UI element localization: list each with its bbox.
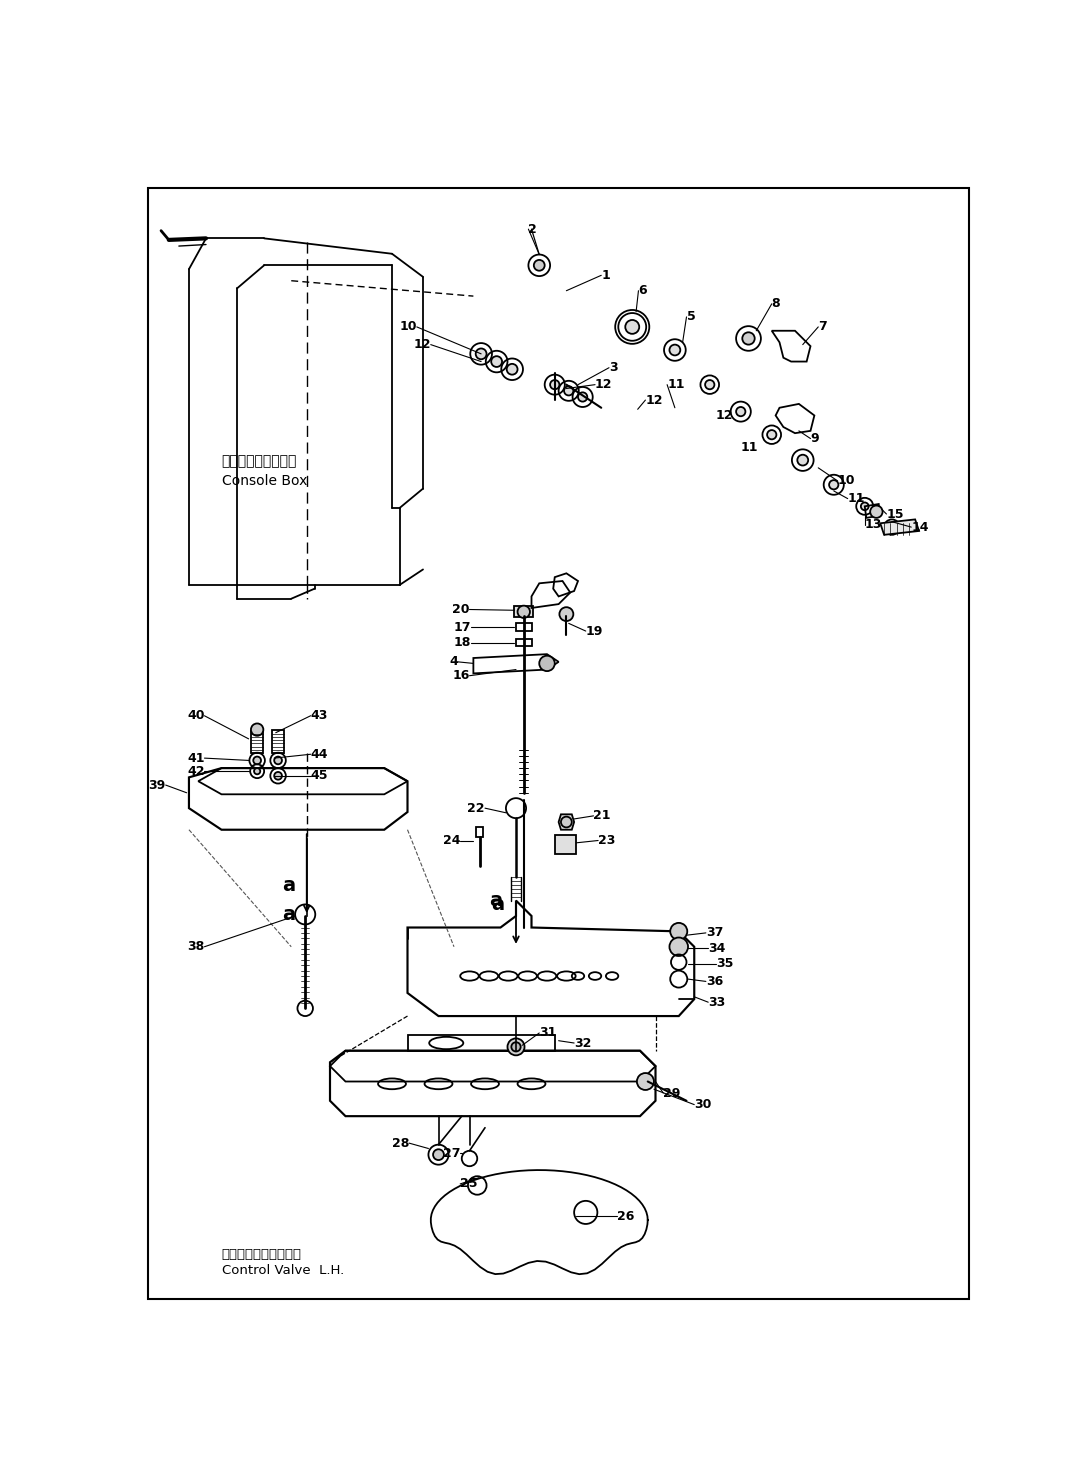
Text: 10: 10	[837, 474, 856, 488]
Text: 14: 14	[911, 520, 929, 533]
Text: 12: 12	[645, 393, 663, 407]
Text: 11: 11	[741, 442, 759, 454]
Text: 20: 20	[452, 602, 470, 616]
Circle shape	[564, 386, 573, 395]
Circle shape	[275, 772, 282, 779]
Circle shape	[670, 924, 688, 940]
Text: 6: 6	[639, 284, 647, 298]
Text: 32: 32	[574, 1037, 592, 1049]
Circle shape	[669, 937, 688, 956]
Circle shape	[540, 655, 555, 672]
Circle shape	[275, 757, 282, 764]
Circle shape	[508, 1038, 524, 1055]
Text: コントロールバルブオ: コントロールバルブオ	[221, 1248, 302, 1261]
Circle shape	[511, 1043, 521, 1052]
Circle shape	[861, 502, 869, 510]
Text: 25: 25	[460, 1177, 477, 1190]
Circle shape	[870, 505, 883, 518]
Text: 26: 26	[617, 1209, 634, 1223]
Text: Console Box: Console Box	[221, 474, 307, 488]
Circle shape	[475, 349, 486, 359]
Text: 2: 2	[529, 222, 537, 236]
Circle shape	[669, 345, 680, 355]
Text: 31: 31	[540, 1027, 557, 1040]
Text: 9: 9	[811, 432, 819, 445]
Text: a: a	[492, 896, 505, 913]
Circle shape	[534, 259, 545, 271]
Text: 29: 29	[663, 1087, 680, 1099]
Text: a: a	[489, 891, 502, 910]
Circle shape	[767, 430, 776, 439]
Circle shape	[559, 607, 573, 622]
Text: 30: 30	[694, 1097, 712, 1111]
Circle shape	[253, 757, 261, 764]
Text: Control Valve  L.H.: Control Valve L.H.	[221, 1264, 343, 1277]
Text: 3: 3	[609, 361, 618, 374]
Polygon shape	[881, 520, 919, 535]
Text: 35: 35	[716, 957, 734, 971]
Circle shape	[507, 364, 518, 374]
Text: 23: 23	[598, 834, 616, 847]
Text: 34: 34	[708, 941, 726, 955]
Text: コンソールボックス: コンソールボックス	[221, 455, 296, 468]
Text: 27: 27	[443, 1146, 460, 1159]
Circle shape	[705, 380, 714, 389]
Text: 1: 1	[602, 268, 610, 281]
Text: 37: 37	[706, 927, 724, 940]
Text: 11: 11	[848, 492, 865, 505]
Text: 28: 28	[391, 1137, 409, 1149]
Text: 39: 39	[148, 779, 166, 791]
Text: a: a	[282, 875, 295, 894]
Text: 13: 13	[864, 518, 882, 532]
Circle shape	[829, 480, 838, 489]
Text: 17: 17	[453, 620, 471, 633]
Text: 24: 24	[443, 834, 460, 847]
Circle shape	[626, 320, 639, 334]
Text: 11: 11	[667, 379, 685, 392]
Polygon shape	[559, 815, 574, 829]
Polygon shape	[514, 607, 533, 617]
Text: 8: 8	[772, 298, 780, 311]
Text: a: a	[282, 904, 295, 924]
Text: 18: 18	[453, 636, 471, 650]
Text: 5: 5	[687, 311, 695, 324]
Circle shape	[888, 523, 896, 530]
Circle shape	[578, 392, 588, 402]
Text: 40: 40	[187, 710, 205, 722]
Text: 19: 19	[585, 625, 603, 638]
Text: 12: 12	[716, 409, 734, 421]
Text: 38: 38	[187, 940, 205, 953]
Circle shape	[742, 333, 754, 345]
Circle shape	[797, 455, 808, 465]
Text: 21: 21	[593, 809, 611, 822]
Text: 36: 36	[706, 975, 723, 988]
Text: 10: 10	[399, 321, 416, 333]
Text: 22: 22	[468, 801, 485, 815]
Circle shape	[736, 407, 746, 417]
Circle shape	[492, 356, 502, 367]
Polygon shape	[555, 835, 577, 854]
Text: 44: 44	[311, 748, 328, 760]
Circle shape	[251, 723, 264, 736]
Text: 45: 45	[311, 769, 328, 782]
Text: 41: 41	[187, 751, 205, 764]
Text: 43: 43	[311, 710, 328, 722]
Circle shape	[433, 1149, 444, 1161]
Circle shape	[550, 380, 559, 389]
Text: 4: 4	[449, 655, 458, 669]
Circle shape	[637, 1072, 654, 1090]
Text: 42: 42	[187, 764, 205, 778]
Text: 15: 15	[886, 508, 904, 520]
Text: 12: 12	[595, 379, 613, 392]
Text: 7: 7	[819, 321, 827, 333]
Circle shape	[518, 605, 530, 619]
Circle shape	[561, 816, 572, 828]
Text: 33: 33	[708, 996, 726, 1009]
Text: 16: 16	[452, 669, 470, 682]
Circle shape	[254, 767, 261, 775]
Text: 12: 12	[413, 339, 431, 351]
